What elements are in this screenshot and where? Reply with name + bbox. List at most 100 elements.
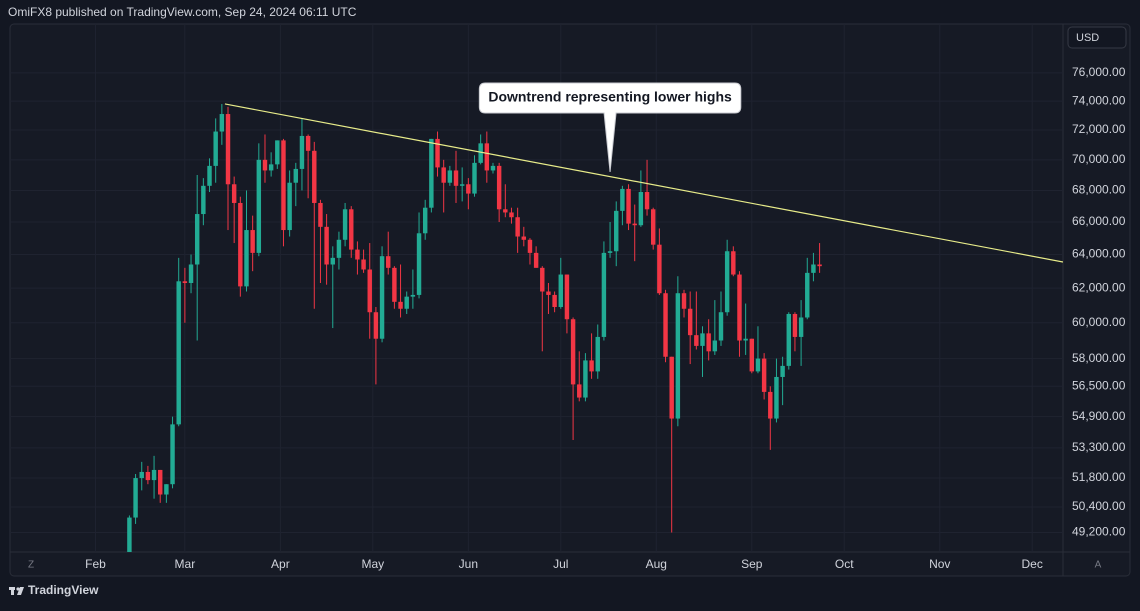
candle-body bbox=[811, 264, 816, 273]
candle-body bbox=[743, 338, 748, 341]
candle-body bbox=[299, 135, 305, 169]
candle-body bbox=[687, 308, 693, 336]
candle-body bbox=[817, 264, 822, 267]
candle-body bbox=[718, 312, 724, 341]
candle-body bbox=[392, 267, 397, 302]
candle-body bbox=[749, 338, 755, 372]
candle-body bbox=[182, 281, 188, 283]
candle-body bbox=[466, 184, 471, 194]
candle-body bbox=[540, 267, 545, 292]
candle-body bbox=[330, 257, 335, 265]
candle-body bbox=[158, 469, 163, 495]
candle-body bbox=[589, 360, 594, 372]
candle-body bbox=[441, 167, 446, 183]
candle-body bbox=[250, 230, 255, 253]
publish-info: OmiFX8 published on TradingView.com, Sep… bbox=[8, 5, 357, 19]
candle-body bbox=[731, 251, 736, 275]
candle-body bbox=[145, 471, 151, 481]
x-tick-label: May bbox=[361, 557, 384, 571]
candle-body bbox=[700, 333, 705, 346]
candle-body bbox=[484, 143, 490, 171]
candle-body bbox=[312, 150, 317, 203]
candle-body bbox=[176, 281, 181, 425]
candle-body bbox=[490, 165, 496, 171]
candle-body bbox=[638, 192, 644, 226]
candle-body bbox=[798, 317, 804, 337]
x-tick-label: Mar bbox=[175, 557, 196, 571]
candle-body bbox=[503, 209, 508, 213]
candle-body bbox=[583, 360, 588, 398]
candle-body bbox=[342, 209, 348, 240]
candle-body bbox=[663, 293, 668, 357]
x-tick-label: Dec bbox=[1022, 557, 1043, 571]
plot-area bbox=[127, 103, 1063, 552]
candle-body bbox=[694, 335, 699, 346]
y-tick-label: 54,900.00 bbox=[1072, 409, 1126, 423]
candle-body bbox=[570, 319, 576, 385]
candle-body bbox=[509, 212, 514, 218]
candle-body bbox=[305, 135, 311, 151]
y-tick-label: 76,000.00 bbox=[1072, 65, 1126, 79]
candle-body bbox=[219, 114, 225, 132]
candle-body bbox=[792, 313, 798, 337]
candle-body bbox=[577, 384, 582, 398]
candle-body bbox=[164, 484, 169, 495]
candle-body bbox=[595, 336, 600, 372]
candle-body bbox=[737, 274, 742, 341]
candle-body bbox=[275, 140, 280, 165]
candle-body bbox=[207, 165, 212, 186]
candle-body bbox=[373, 312, 379, 339]
candle-body bbox=[620, 188, 625, 211]
candle-body bbox=[546, 291, 551, 295]
candle-body bbox=[712, 340, 718, 352]
candle-body bbox=[496, 165, 502, 210]
y-tick-label: 64,000.00 bbox=[1072, 247, 1126, 261]
trendline bbox=[224, 103, 1063, 263]
candle-body bbox=[626, 188, 631, 224]
y-tick-label: 49,200.00 bbox=[1072, 525, 1126, 539]
candle-body bbox=[256, 159, 262, 253]
candle-body bbox=[416, 233, 422, 295]
y-tick-label: 60,000.00 bbox=[1072, 315, 1126, 329]
candle-body bbox=[558, 274, 563, 308]
candle-body bbox=[533, 252, 539, 268]
candle-body bbox=[527, 239, 533, 253]
candle-body bbox=[194, 214, 200, 265]
candle-body bbox=[410, 294, 416, 297]
candle-body bbox=[669, 356, 674, 419]
candle-body bbox=[564, 274, 570, 320]
y-tick-label: 72,000.00 bbox=[1072, 122, 1126, 136]
candle-body bbox=[614, 210, 619, 252]
y-tick-label: 68,000.00 bbox=[1072, 183, 1126, 197]
scale-button[interactable]: Z bbox=[28, 560, 34, 571]
candle-body bbox=[170, 424, 175, 485]
candle-body bbox=[262, 159, 268, 171]
candle-body bbox=[268, 164, 274, 171]
candle-body bbox=[355, 249, 360, 260]
candle-body bbox=[367, 269, 372, 313]
candle-body bbox=[552, 294, 557, 308]
candle-body bbox=[379, 256, 385, 339]
candle-body bbox=[805, 272, 810, 318]
logo-shape bbox=[11, 587, 14, 595]
candle-body bbox=[151, 469, 157, 481]
candle-body bbox=[225, 114, 231, 185]
candle-body bbox=[281, 140, 286, 231]
x-tick-label: Aug bbox=[646, 557, 667, 571]
x-tick-label: Oct bbox=[835, 557, 854, 571]
currency-box[interactable] bbox=[1067, 26, 1127, 49]
candle-body bbox=[515, 217, 520, 237]
logo-shape bbox=[17, 587, 24, 595]
x-tick-label: Jul bbox=[553, 557, 568, 571]
candle-body bbox=[139, 471, 144, 479]
footer-brand: TradingView bbox=[28, 583, 99, 597]
candle-body bbox=[244, 230, 249, 287]
candle-body bbox=[398, 301, 403, 309]
candle-body bbox=[324, 226, 329, 265]
scale-button[interactable]: A bbox=[1095, 560, 1102, 571]
x-tick-label: Feb bbox=[85, 557, 106, 571]
y-tick-label: 58,000.00 bbox=[1072, 351, 1126, 365]
x-tick-label: Nov bbox=[929, 557, 950, 571]
y-tick-label: 53,300.00 bbox=[1072, 440, 1126, 454]
